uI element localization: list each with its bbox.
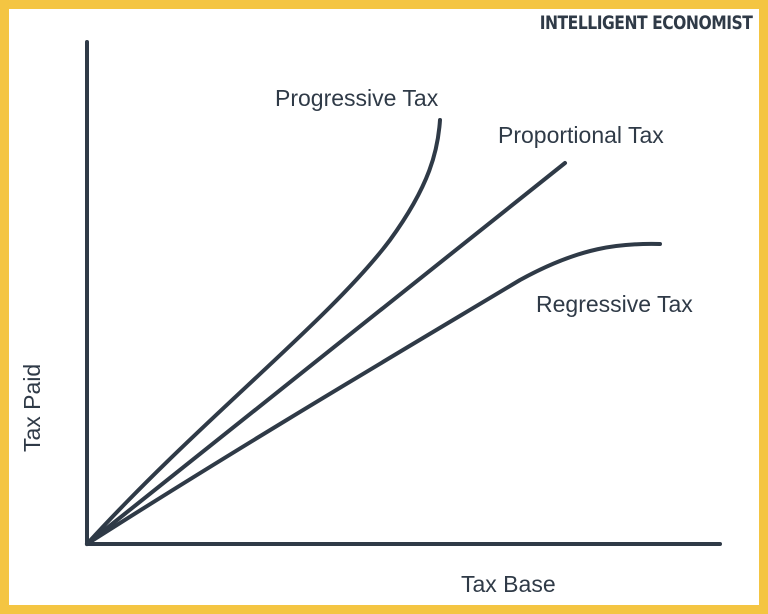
x-axis-label: Tax Base — [461, 571, 556, 597]
progressive-tax-label: Progressive Tax — [275, 85, 439, 111]
proportional-tax-curve — [85, 161, 567, 546]
proportional-tax-label: Proportional Tax — [498, 122, 664, 148]
progressive-tax-curve — [85, 118, 442, 546]
regressive-tax-curve — [85, 241, 662, 546]
y-axis-label: Tax Paid — [19, 364, 45, 452]
regressive-tax-label: Regressive Tax — [536, 291, 693, 317]
brand-logo-text: INTELLIGENT ECONOMIST — [539, 12, 752, 34]
